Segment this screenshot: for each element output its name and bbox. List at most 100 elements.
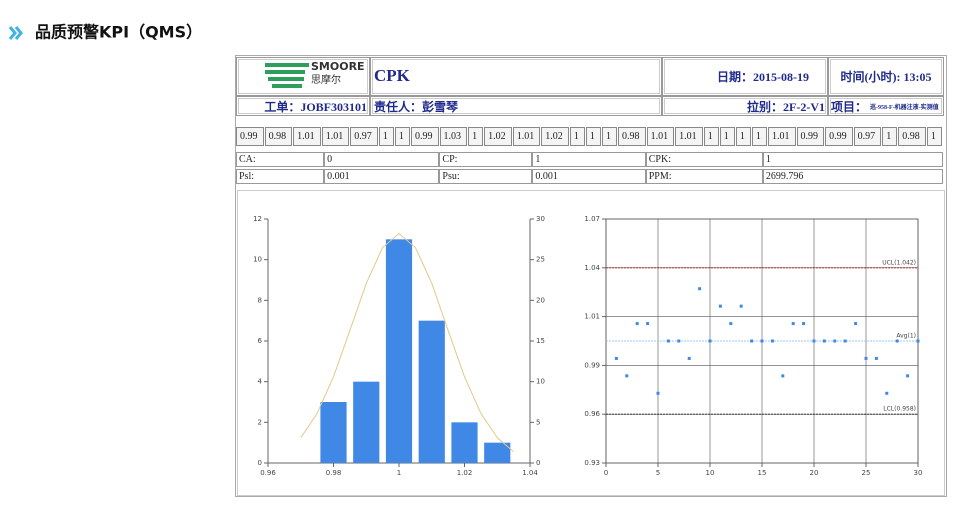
- value-cell: 0.99: [825, 127, 853, 146]
- stat-label: Psl:: [236, 169, 325, 184]
- value-cell: 0.99: [236, 127, 264, 146]
- stat-value: 0.001: [324, 169, 440, 184]
- point: [750, 339, 754, 343]
- point: [770, 339, 774, 343]
- point: [885, 391, 889, 395]
- y-tick-label: 0: [258, 459, 262, 467]
- point: [718, 304, 722, 308]
- y-tick-label: 1.01: [584, 313, 600, 321]
- y2-tick-label: 15: [536, 337, 545, 345]
- control-line-label: LCL(0.958): [883, 406, 916, 413]
- control-line-label: UCL(1.042): [882, 259, 916, 266]
- logo-cell: [236, 57, 370, 96]
- value-cell: 1: [735, 127, 751, 146]
- y2-tick-label: 30: [536, 215, 545, 223]
- point: [843, 339, 847, 343]
- point: [864, 356, 868, 360]
- value-cell: 1: [569, 127, 585, 146]
- value-cell: 1: [585, 127, 601, 146]
- point: [614, 356, 618, 360]
- point: [874, 356, 878, 360]
- logo-text: SMOORE: [311, 60, 365, 73]
- value-cell: 0.98: [898, 127, 926, 146]
- x-tick-label: 0.98: [326, 469, 342, 477]
- y-tick-label: 1.04: [584, 264, 600, 272]
- chart-frame: [237, 190, 945, 496]
- stats-table: CA: 0 CP: 1 CPK: 1 Psl: 0.001 Psu: 0.001 PPM: 2699.…: [236, 152, 943, 186]
- point: [635, 322, 639, 326]
- x-tick-label: 1.02: [457, 469, 473, 477]
- value-cell: 0.97: [853, 127, 882, 146]
- stat-value: 2699.796: [762, 169, 943, 184]
- point: [812, 339, 816, 343]
- y-tick-label: 0.99: [584, 361, 600, 369]
- point: [833, 339, 837, 343]
- point: [666, 339, 670, 343]
- value-cell: 1: [601, 127, 617, 146]
- value-cell: 0.99: [410, 127, 439, 146]
- job: 工单：JOBF303101: [236, 96, 370, 116]
- stat-label: PPM:: [645, 169, 763, 184]
- bar: [418, 320, 445, 463]
- owner: 责任人：彭雪琴: [370, 96, 662, 116]
- point: [708, 339, 712, 343]
- x-tick-label: 5: [656, 469, 660, 477]
- x-tick-label: 0.96: [260, 469, 276, 477]
- control-line-label: Avg(1): [896, 333, 916, 340]
- y2-tick-label: 0: [536, 459, 540, 467]
- stat-label: Psu:: [439, 169, 533, 184]
- project-cell: 项目： 巡-958-F-机器注液-实测值: [828, 96, 944, 116]
- value-cell: 1.02: [541, 127, 569, 146]
- y2-tick-label: 25: [536, 256, 545, 264]
- x-tick-label: 20: [810, 469, 819, 477]
- point: [687, 356, 691, 360]
- value-cell: 1: [703, 127, 719, 146]
- point: [822, 339, 826, 343]
- stat-value: 1: [762, 152, 943, 167]
- value-cell: 0.99: [796, 127, 825, 146]
- y-tick-label: 6: [258, 337, 263, 345]
- bar: [451, 422, 478, 463]
- y-tick-label: 10: [253, 256, 262, 264]
- y-tick-label: 1.07: [584, 215, 600, 223]
- point: [698, 287, 702, 291]
- value-cell: 1.03: [439, 127, 468, 146]
- value-cell: 1.01: [321, 127, 350, 146]
- point: [646, 322, 650, 326]
- point: [625, 374, 629, 378]
- value-cell: 1.01: [675, 127, 703, 146]
- stats-row: CA: 0 CP: 1 CPK: 1: [236, 152, 943, 167]
- report-type: CPK: [370, 57, 662, 96]
- point: [656, 391, 660, 395]
- stat-label: CA:: [236, 152, 325, 167]
- project: 巡-958-F-机器注液-实测值: [870, 104, 939, 111]
- y-tick-label: 12: [253, 215, 262, 223]
- stat-value: 0: [324, 152, 440, 167]
- point: [854, 322, 858, 326]
- value-cell: 0.97: [350, 127, 378, 146]
- x-tick-label: 1: [397, 469, 401, 477]
- x-tick-label: 15: [758, 469, 767, 477]
- x-tick-label: 30: [914, 469, 923, 477]
- point: [760, 339, 764, 343]
- stat-label: CP:: [439, 152, 533, 167]
- y-tick-label: 8: [258, 296, 262, 304]
- page-title: 品质预警KPI（QMS）: [35, 23, 202, 42]
- value-cell: 1: [468, 127, 484, 146]
- value-cell: 1.01: [512, 127, 541, 146]
- value-cell: 1: [926, 127, 942, 146]
- point: [739, 304, 743, 308]
- y-tick-label: 4: [258, 378, 263, 386]
- title-icon: [8, 26, 23, 40]
- stat-value: 1: [532, 152, 646, 167]
- value-cell: 1.01: [293, 127, 321, 146]
- point: [729, 322, 733, 326]
- value-cell: 1: [394, 127, 410, 146]
- x-tick-label: 25: [862, 469, 871, 477]
- y-tick-label: 2: [258, 418, 262, 426]
- bar: [484, 442, 511, 463]
- value-cell: 0.98: [264, 127, 293, 146]
- value-cell: 1.01: [646, 127, 675, 146]
